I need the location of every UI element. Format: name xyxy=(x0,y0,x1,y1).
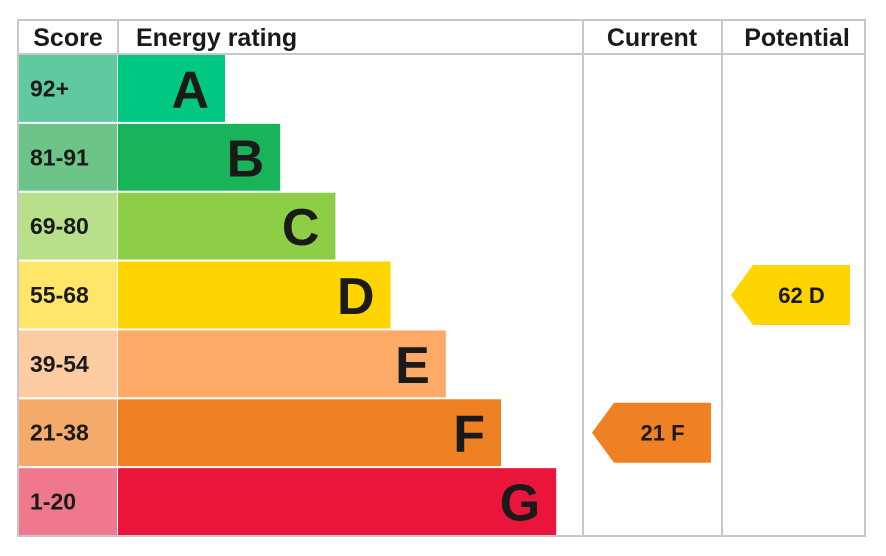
band-bar-e xyxy=(118,330,446,398)
score-label-d: 55-68 xyxy=(30,282,89,308)
score-cell-d xyxy=(19,261,117,329)
band-bar-g xyxy=(118,468,557,535)
band-bar-c xyxy=(118,192,336,260)
band-letter-b: B xyxy=(227,130,265,188)
score-cell-g xyxy=(19,468,117,535)
band-letter-f: F xyxy=(453,406,485,464)
header-score: Score xyxy=(33,24,103,52)
score-cell-f xyxy=(19,399,117,467)
band-bar-a xyxy=(118,55,225,122)
band-letter-a: A xyxy=(171,61,209,119)
header-current: Current xyxy=(607,24,698,52)
current-rating-arrow xyxy=(592,402,711,463)
band-bar-f xyxy=(118,399,501,467)
score-cell-a xyxy=(19,55,117,122)
current-rating-label: 21 F xyxy=(640,421,684,446)
header-energy-rating: Energy rating xyxy=(136,24,297,52)
score-label-b: 81-91 xyxy=(30,144,89,170)
band-letter-c: C xyxy=(282,199,320,257)
potential-rating-arrow xyxy=(731,264,850,325)
band-bar-d xyxy=(118,261,391,329)
score-cell-e xyxy=(19,330,117,398)
score-label-f: 21-38 xyxy=(30,420,89,446)
score-label-c: 69-80 xyxy=(30,213,89,239)
band-letter-g: G xyxy=(500,475,540,533)
band-bar-b xyxy=(118,123,281,191)
rating-bands: 92+ A 81-91 B 69-80 C 55-68 D 39-54 E 21-38 F 1-20 G xyxy=(19,55,557,535)
header-potential: Potential xyxy=(744,24,850,52)
rating-indicators: 21 F 62 D xyxy=(592,264,850,463)
score-cell-c xyxy=(19,192,117,260)
potential-rating-label: 62 D xyxy=(778,283,824,308)
score-cell-b xyxy=(19,123,117,191)
score-label-a: 92+ xyxy=(30,75,69,101)
score-label-g: 1-20 xyxy=(30,489,76,515)
band-letter-d: D xyxy=(337,268,375,326)
score-label-e: 39-54 xyxy=(30,351,89,377)
band-letter-e: E xyxy=(395,337,430,395)
